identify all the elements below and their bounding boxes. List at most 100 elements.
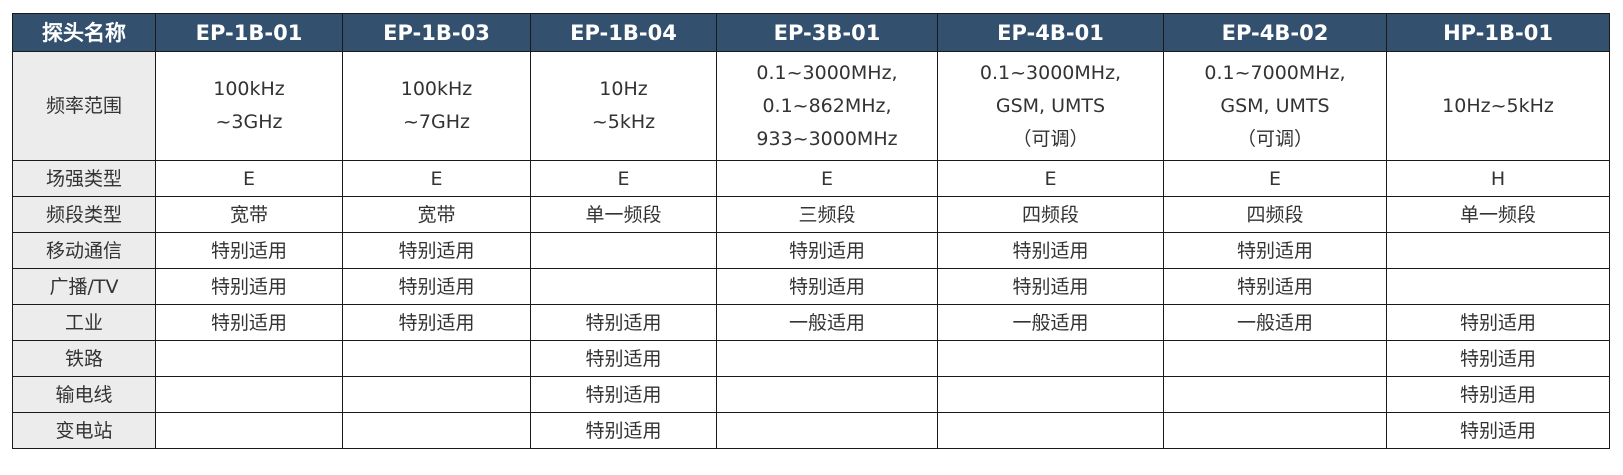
table-cell bbox=[1163, 376, 1387, 413]
cell-line: 特别适用 bbox=[585, 311, 662, 334]
cell-line: E bbox=[617, 167, 630, 190]
cell-line: 一般适用 bbox=[1236, 311, 1313, 334]
table-cell bbox=[342, 376, 531, 413]
cell-line: ~5kHz bbox=[591, 111, 656, 133]
table-cell: 单一频段 bbox=[530, 196, 717, 233]
table-cell: 10Hz ~5kHz bbox=[530, 51, 717, 161]
cell-line: 特别适用 bbox=[398, 311, 475, 334]
table-cell: 三频段 bbox=[716, 196, 938, 233]
cell-line: 0.1~7000MHz, bbox=[1204, 61, 1346, 84]
table-cell: 一般适用 bbox=[937, 304, 1164, 341]
header-row: 探头名称 EP-1B-01 EP-1B-03 EP-1B-04 EP-3B-01 EP-4… bbox=[12, 13, 1610, 52]
header-model: EP-1B-01 bbox=[155, 13, 343, 52]
table-cell: E bbox=[530, 160, 717, 197]
cell-line: （可调） bbox=[1236, 127, 1313, 150]
cell-line: 单一频段 bbox=[1459, 203, 1536, 226]
table-cell: 0.1~3000MHz, GSM, UMTS （可调） bbox=[937, 51, 1164, 161]
table-cell: 特别适用 bbox=[1386, 340, 1610, 377]
cell-line: GSM, UMTS bbox=[1220, 94, 1330, 117]
table-row: 变电站 特别适用 特别适用 bbox=[12, 412, 1610, 449]
table-cell bbox=[155, 376, 343, 413]
table-cell: 特别适用 bbox=[1386, 412, 1610, 449]
cell-line: 特别适用 bbox=[210, 275, 287, 298]
table-cell bbox=[716, 340, 938, 377]
table-cell: 100kHz ~3GHz bbox=[155, 51, 343, 161]
table-cell: 特别适用 bbox=[716, 232, 938, 269]
table-cell: 宽带 bbox=[155, 196, 343, 233]
table-cell bbox=[937, 412, 1164, 449]
table-cell bbox=[530, 268, 717, 305]
cell-line: 特别适用 bbox=[585, 419, 662, 442]
row-label: 移动通信 bbox=[12, 232, 156, 269]
table-cell bbox=[155, 412, 343, 449]
table-cell: E bbox=[155, 160, 343, 197]
cell-line: 特别适用 bbox=[585, 383, 662, 406]
table-cell bbox=[155, 340, 343, 377]
cell-line: （可调） bbox=[1012, 127, 1089, 150]
cell-line: E bbox=[1268, 167, 1281, 190]
cell-line: 特别适用 bbox=[1012, 275, 1089, 298]
table-row: 移动通信 特别适用 特别适用 特别适用 特别适用 特别适用 bbox=[12, 232, 1610, 269]
cell-line: 一般适用 bbox=[1012, 311, 1089, 334]
table-cell bbox=[342, 340, 531, 377]
cell-line: 三频段 bbox=[798, 203, 856, 226]
table-cell bbox=[1163, 412, 1387, 449]
cell-line: E bbox=[242, 167, 255, 190]
cell-line: ~7GHz bbox=[403, 111, 470, 133]
table-cell bbox=[716, 412, 938, 449]
table-cell bbox=[1386, 232, 1610, 269]
table-cell: 特别适用 bbox=[342, 268, 531, 305]
cell-line: 四频段 bbox=[1021, 203, 1079, 226]
table-cell bbox=[530, 232, 717, 269]
table-cell bbox=[937, 340, 1164, 377]
table-cell: 四频段 bbox=[1163, 196, 1387, 233]
table-cell bbox=[342, 412, 531, 449]
cell-line: E bbox=[430, 167, 443, 190]
table-cell: 特别适用 bbox=[342, 304, 531, 341]
table-cell: 特别适用 bbox=[1163, 268, 1387, 305]
table-cell: E bbox=[716, 160, 938, 197]
table-cell bbox=[716, 376, 938, 413]
table-cell: 一般适用 bbox=[1163, 304, 1387, 341]
row-label: 频率范围 bbox=[12, 51, 156, 161]
table-cell: 特别适用 bbox=[155, 232, 343, 269]
cell-line: 宽带 bbox=[229, 203, 268, 226]
table-cell: 四频段 bbox=[937, 196, 1164, 233]
cell-line: GSM, UMTS bbox=[995, 94, 1106, 117]
table-cell bbox=[937, 376, 1164, 413]
header-model: EP-1B-04 bbox=[530, 13, 717, 52]
table-cell: 10Hz~5kHz bbox=[1386, 51, 1610, 161]
table-cell: 100kHz ~7GHz bbox=[342, 51, 531, 161]
table-cell: 0.1~7000MHz, GSM, UMTS （可调） bbox=[1163, 51, 1387, 161]
table-cell: 0.1~3000MHz, 0.1~862MHz, 933~3000MHz bbox=[716, 51, 938, 161]
cell-line: 特别适用 bbox=[788, 239, 865, 262]
header-model: EP-4B-01 bbox=[937, 13, 1164, 52]
table-cell: 特别适用 bbox=[530, 340, 717, 377]
cell-line: 宽带 bbox=[417, 203, 456, 226]
table-cell: 特别适用 bbox=[342, 232, 531, 269]
table-row: 输电线 特别适用 特别适用 bbox=[12, 376, 1610, 413]
row-label: 频段类型 bbox=[12, 196, 156, 233]
table-cell: 特别适用 bbox=[530, 412, 717, 449]
cell-line: 特别适用 bbox=[585, 347, 662, 370]
header-model: EP-1B-03 bbox=[342, 13, 531, 52]
row-label: 变电站 bbox=[12, 412, 156, 449]
cell-line: 特别适用 bbox=[1459, 419, 1536, 442]
cell-line: 特别适用 bbox=[1459, 383, 1536, 406]
cell-line: E bbox=[1044, 167, 1057, 190]
row-label: 场强类型 bbox=[12, 160, 156, 197]
header-model: HP-1B-01 bbox=[1386, 13, 1610, 52]
cell-line: 特别适用 bbox=[788, 275, 865, 298]
table-row: 频段类型 宽带 宽带 单一频段 三频段 四频段 四频段 单一频段 bbox=[12, 196, 1610, 233]
cell-line: 特别适用 bbox=[210, 239, 287, 262]
cell-line: 100kHz bbox=[213, 78, 285, 100]
cell-line: 10Hz bbox=[599, 78, 648, 100]
table-row: 频率范围 100kHz ~3GHz 100kHz ~7GHz 10Hz ~5kHz 0.1~3… bbox=[12, 51, 1610, 161]
cell-line: 特别适用 bbox=[398, 275, 475, 298]
cell-line: 0.1~3000MHz, bbox=[756, 61, 898, 84]
header-probe-name: 探头名称 bbox=[12, 13, 156, 52]
table-row: 广播/TV 特别适用 特别适用 特别适用 特别适用 特别适用 bbox=[12, 268, 1610, 305]
cell-line: E bbox=[820, 167, 833, 190]
cell-line: 单一频段 bbox=[585, 203, 662, 226]
cell-line: ~3GHz bbox=[215, 111, 283, 133]
